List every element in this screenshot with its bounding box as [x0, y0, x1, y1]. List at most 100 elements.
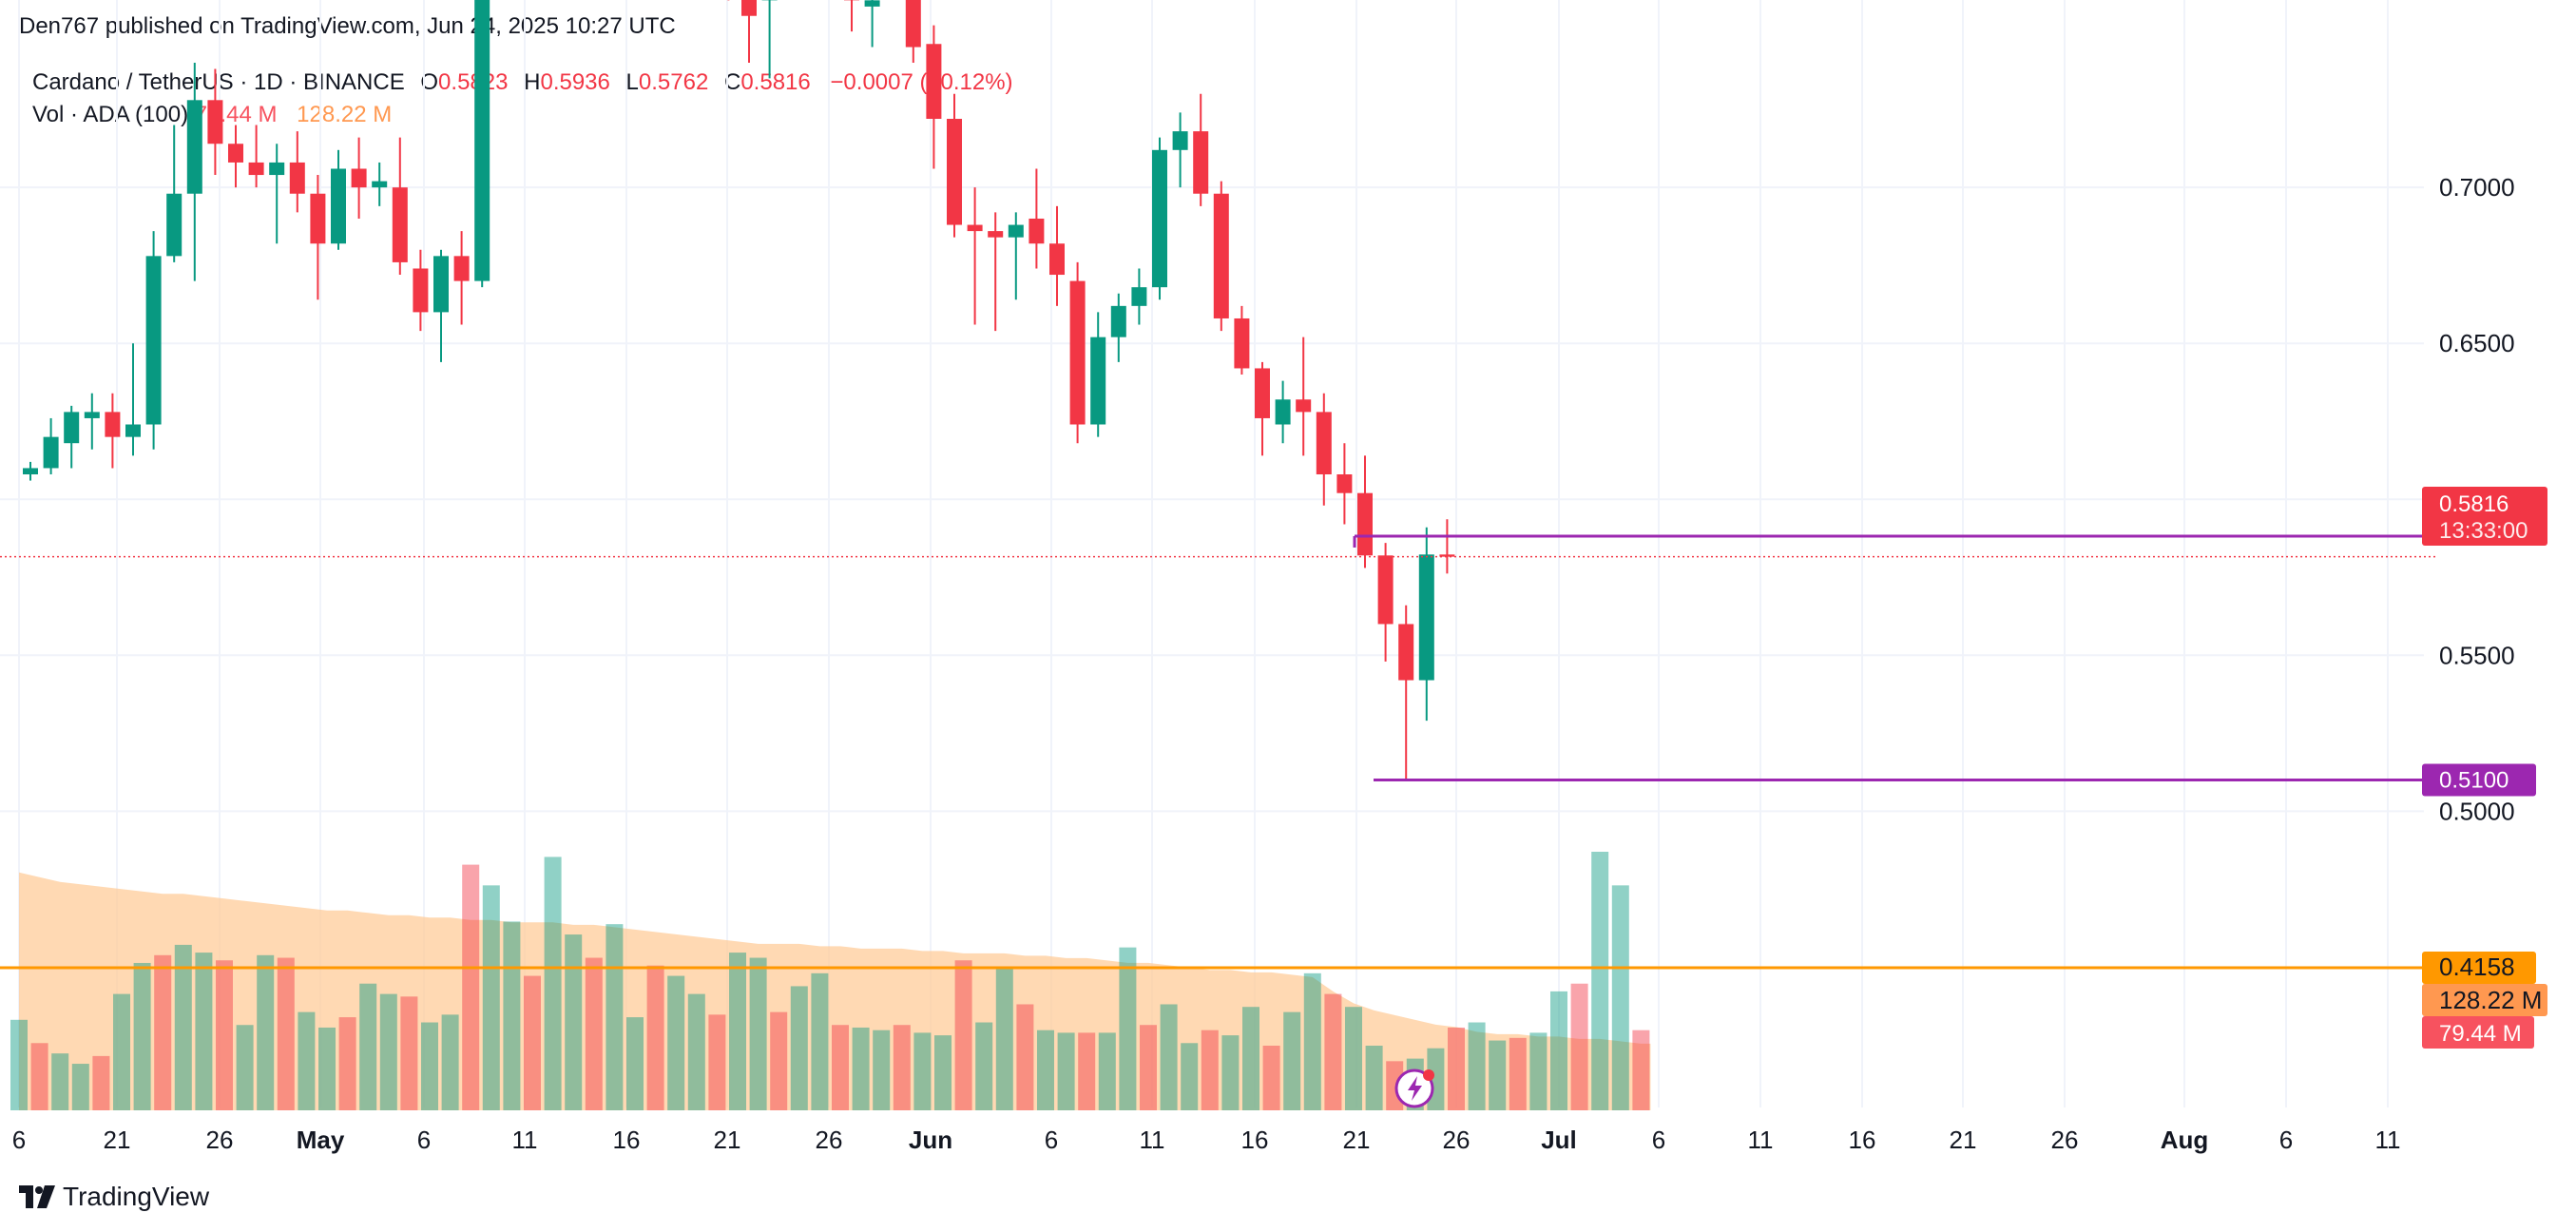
volume-bar [1468, 1022, 1486, 1110]
volume-bar [1078, 1032, 1096, 1110]
volume-bar [359, 983, 377, 1110]
candle-body [1069, 280, 1086, 425]
symbol-title[interactable]: Cardano / TetherUS · 1D · BINANCE [32, 69, 405, 95]
volume-ma-fill [19, 872, 1651, 1110]
publisher-line: Den767 published on TradingView.com, Jun… [19, 13, 676, 39]
volume-bar [832, 1025, 849, 1110]
candle-body [125, 424, 141, 437]
volume-bar [462, 864, 480, 1110]
volume-bar [1345, 1007, 1362, 1110]
candle-body [289, 162, 305, 194]
chart-grid [0, 0, 2424, 1107]
time-tick-label: May [297, 1126, 345, 1154]
volume-bar [1550, 991, 1567, 1110]
volume-bar [298, 1011, 316, 1110]
volume-bar [913, 1032, 932, 1110]
volume-bar [216, 960, 233, 1110]
volume-bar [236, 1025, 254, 1110]
low-label: L [625, 69, 639, 95]
volume-bar [524, 975, 541, 1110]
candle-body [310, 193, 326, 244]
candle-body [413, 268, 429, 313]
candle-body [926, 44, 942, 119]
volume-ma-value: 128.22 M [297, 102, 393, 127]
volume-bar [1160, 1004, 1178, 1110]
candle-body [1377, 555, 1394, 625]
volume-bar [873, 1030, 891, 1110]
close-label: C [723, 69, 741, 95]
volume-bar [1529, 1032, 1548, 1110]
candle-body [207, 100, 223, 144]
time-tick-label: 26 [2051, 1126, 2079, 1154]
volume-bar [441, 1014, 459, 1110]
volume-title[interactable]: Vol · ADA (100) [32, 102, 189, 127]
volume-bar [92, 1055, 110, 1110]
candle-body [1049, 243, 1065, 276]
candle-body [1296, 399, 1312, 413]
volume-bar [1057, 1032, 1075, 1110]
volume-bar [1509, 1037, 1527, 1110]
candle-body [433, 256, 449, 313]
volume-bar [790, 986, 808, 1110]
candle-body [166, 193, 183, 257]
alert-icon[interactable] [1394, 1068, 1434, 1108]
horizontal-levels [0, 534, 2438, 970]
high-label: H [524, 69, 541, 95]
time-tick-label: 11 [2375, 1126, 2401, 1154]
candle-body [1255, 368, 1270, 418]
candle-body [1398, 624, 1414, 681]
volume-bar [113, 993, 130, 1110]
time-tick-label: 6 [1652, 1126, 1665, 1154]
candle-body [1131, 287, 1147, 306]
time-tick-label: Jul [1541, 1126, 1577, 1154]
time-tick-label: Jun [909, 1126, 952, 1154]
countdown-value: 13:33:00 [2439, 518, 2528, 544]
time-tick-label: 6 [1045, 1126, 1058, 1154]
volume-bar [1262, 1046, 1280, 1110]
candle-body [1234, 318, 1250, 369]
volume-bar [1221, 1035, 1240, 1110]
candle-body [1172, 131, 1188, 150]
volume-bar [1324, 993, 1342, 1110]
candle-body [105, 412, 121, 437]
volume-bar [1632, 1030, 1650, 1110]
volume-bar [421, 1022, 438, 1110]
time-tick-label: 11 [1140, 1126, 1165, 1154]
volume-bar [934, 1035, 952, 1110]
candle-body [741, 0, 757, 16]
volume-bar [811, 972, 829, 1110]
volume-bar [1489, 1040, 1507, 1110]
tradingview-logo-icon [19, 1185, 55, 1208]
volume-bar [1365, 1046, 1383, 1110]
change-value: −0.0007 (−0.12%) [830, 69, 1013, 95]
volume-bar [893, 1025, 911, 1110]
volume-bars [10, 852, 1650, 1110]
candle-body [228, 144, 243, 163]
volume-bar [667, 975, 685, 1110]
volume-bar [626, 1017, 644, 1110]
candle-body [1418, 554, 1434, 681]
tradingview-logo[interactable]: TradingView [19, 1182, 209, 1212]
open-label: O [420, 69, 439, 95]
volume-bar [708, 1014, 726, 1110]
candle-body [372, 181, 388, 188]
candle-body [43, 436, 59, 469]
volume-bar [1098, 1032, 1116, 1110]
volume-bar [565, 934, 583, 1110]
time-tick-label: 16 [1241, 1126, 1269, 1154]
volume-bar [687, 993, 705, 1110]
time-tick-label: 26 [1443, 1126, 1471, 1154]
candle-body [1090, 337, 1106, 425]
time-tick-label: 21 [104, 1126, 131, 1154]
volume-bar [1119, 947, 1137, 1110]
volume-bar [1201, 1030, 1219, 1110]
volume-bar [195, 953, 213, 1110]
volume-ma-tag-bg [2422, 984, 2547, 1016]
volume-bar [1283, 1011, 1301, 1110]
volume-tag-bg [2422, 1016, 2534, 1049]
volume-ma-area [19, 872, 1651, 1110]
volume-tag-label: 79.44 M [2439, 1021, 2522, 1047]
candle-body [1110, 305, 1126, 337]
